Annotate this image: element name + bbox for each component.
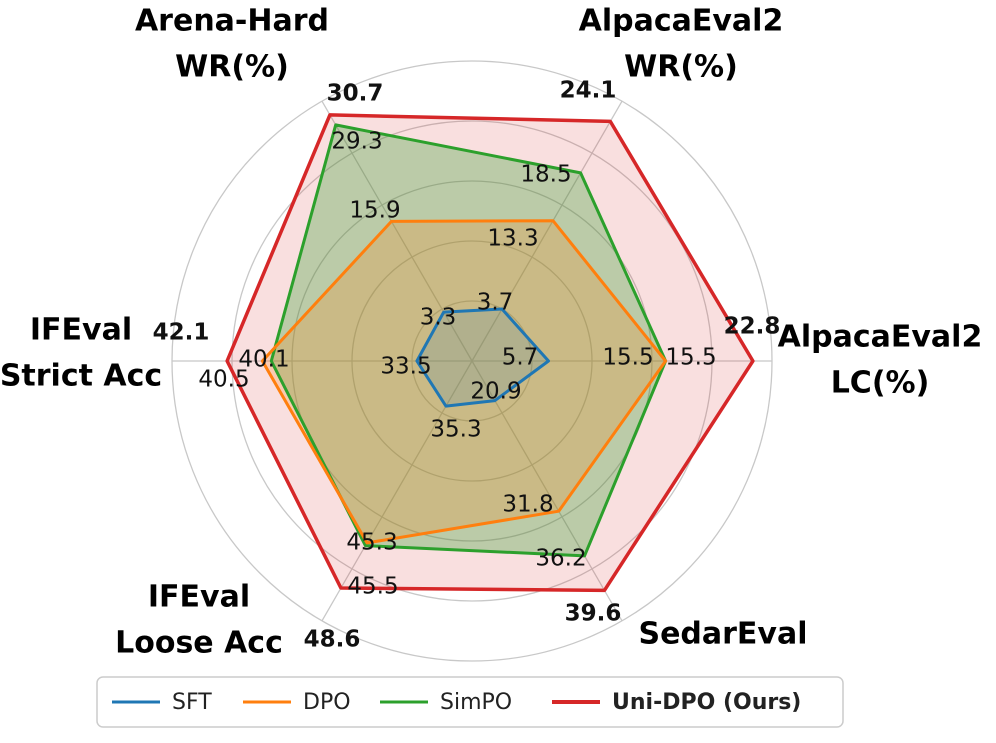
value-label: 13.3 — [487, 226, 538, 252]
grid-spoke-5 — [321, 360, 473, 622]
value-label: 15.5 — [665, 345, 716, 371]
legend: SFT DPO SimPO Uni-DPO (Ours) — [96, 676, 844, 728]
value-label: 40.1 — [238, 347, 289, 373]
series-area-sft — [416, 309, 549, 407]
value-label: 35.3 — [430, 417, 481, 443]
value-label: 5.7 — [502, 345, 539, 371]
axis-label: WR(%) — [624, 50, 738, 85]
series-line-dpo — [260, 219, 668, 545]
series-line-sft — [415, 307, 550, 408]
axis-label: AlpacaEval2 — [579, 4, 784, 39]
series-area-dpo — [262, 220, 666, 543]
series-line-uni-dpo-ours — [225, 113, 755, 593]
grid-spoke-2 — [471, 100, 623, 362]
series-layer — [225, 113, 755, 593]
axis-label: Strict Acc — [0, 359, 162, 394]
value-label: 30.7 — [327, 81, 384, 107]
legend-label: SFT — [172, 690, 212, 715]
value-label: 24.1 — [560, 78, 617, 104]
value-label: 29.3 — [331, 129, 382, 155]
value-label: 22.8 — [724, 314, 781, 340]
value-label: 15.9 — [349, 198, 400, 224]
axis-label: SedarEval — [638, 617, 807, 652]
value-label: 39.6 — [565, 601, 622, 627]
legend-label: SimPO — [440, 690, 512, 715]
value-label: 31.8 — [502, 492, 553, 518]
value-label: 20.9 — [470, 379, 521, 405]
axis-label: AlpacaEval2 — [778, 320, 983, 355]
value-label-layer: 3.3 3.7 5.7 20.9 35.3 33.5 15.9 13.3 15.5 31.8 45.… — [153, 78, 781, 653]
axis-label: Loose Acc — [115, 626, 283, 661]
axis-label: IFEval — [30, 313, 132, 348]
value-label: 45.5 — [347, 574, 398, 600]
grid-layer — [171, 60, 773, 662]
value-label: 3.3 — [420, 305, 457, 331]
axis-label: LC(%) — [831, 366, 930, 401]
axis-label: IFEval — [148, 580, 250, 615]
legend-label: DPO — [303, 690, 351, 715]
grid-spoke-1 — [321, 100, 473, 362]
legend-frame — [96, 676, 844, 728]
grid-spoke-4 — [471, 360, 623, 622]
value-label: 33.5 — [380, 354, 431, 380]
legend-label: Uni-DPO (Ours) — [612, 690, 801, 715]
value-label: 36.2 — [535, 546, 586, 572]
value-label: 3.7 — [477, 290, 514, 316]
value-label: 18.5 — [520, 162, 571, 188]
value-label: 42.1 — [153, 320, 210, 346]
value-label: 15.5 — [602, 345, 653, 371]
value-label: 40.5 — [198, 367, 249, 393]
axis-label: Arena-Hard — [135, 4, 329, 39]
series-area-uni-dpo-ours — [227, 114, 753, 591]
axis-label-layer: Arena-Hard WR(%) AlpacaEval2 WR(%) AlpacaEva… — [0, 4, 982, 661]
series-line-simpo — [269, 123, 668, 558]
value-label: 45.3 — [346, 530, 397, 556]
series-area-simpo — [271, 124, 666, 556]
value-label: 48.6 — [304, 627, 361, 653]
axis-label: WR(%) — [175, 50, 289, 85]
